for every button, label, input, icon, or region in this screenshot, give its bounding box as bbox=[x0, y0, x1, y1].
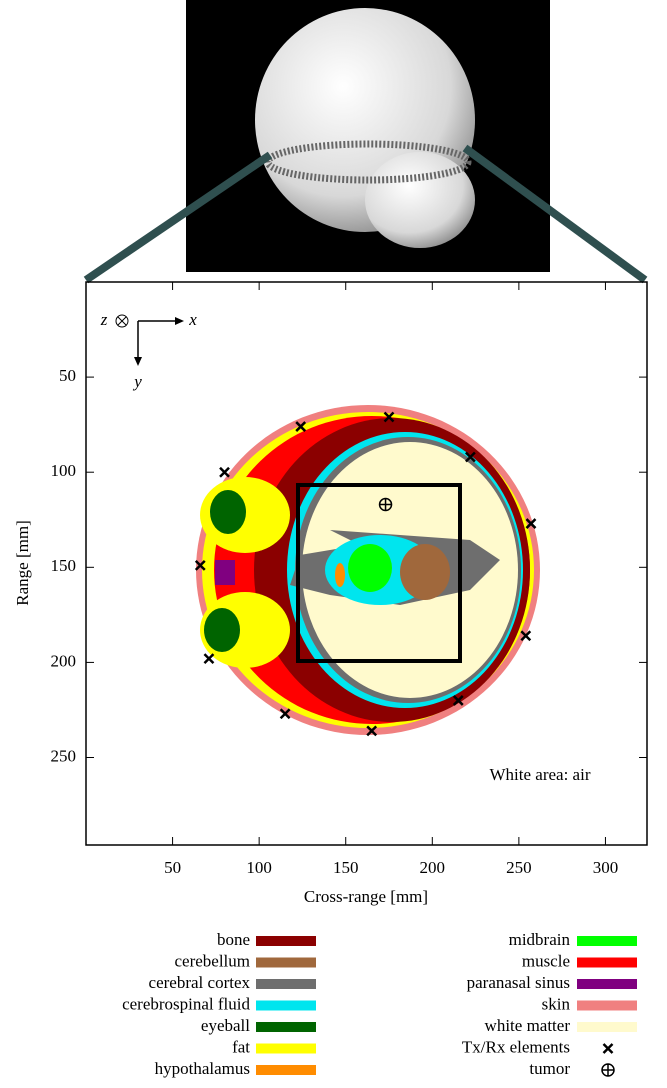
x-tick-label: 50 bbox=[164, 858, 181, 877]
legend-swatch bbox=[577, 958, 637, 968]
legend-swatch bbox=[256, 1065, 316, 1075]
y-axis-label: Range [mm] bbox=[13, 520, 32, 605]
legend-label: hypothalamus bbox=[155, 1059, 250, 1078]
coord-indicator bbox=[116, 315, 184, 366]
annotation: White area: air bbox=[490, 765, 591, 784]
x-tick-label: 100 bbox=[246, 858, 272, 877]
legend-label: muscle bbox=[522, 951, 570, 970]
axis-glyph: x bbox=[188, 310, 197, 329]
legend-label: Tx/Rx elements bbox=[462, 1037, 570, 1056]
legend-label: eyeball bbox=[201, 1016, 250, 1035]
legend-swatch bbox=[256, 936, 316, 946]
y-tick-label: 250 bbox=[51, 746, 77, 765]
tx-rx-element bbox=[204, 654, 213, 663]
legend-swatch bbox=[256, 1001, 316, 1011]
legend-swatch bbox=[577, 1001, 637, 1011]
legend-label: midbrain bbox=[509, 930, 571, 949]
y-tick-label: 200 bbox=[51, 651, 77, 670]
axis-glyph: y bbox=[132, 372, 142, 391]
x-tick-label: 200 bbox=[420, 858, 446, 877]
legend-label: cerebral cortex bbox=[149, 973, 251, 992]
y-tick-label: 100 bbox=[51, 461, 77, 480]
legend-label: fat bbox=[232, 1037, 250, 1056]
x-tick-label: 250 bbox=[506, 858, 532, 877]
axis-glyph: z bbox=[100, 310, 108, 329]
legend-label: bone bbox=[217, 930, 250, 949]
y-tick-label: 150 bbox=[51, 556, 77, 575]
legend-label: cerebrospinal fluid bbox=[122, 994, 250, 1013]
x-tick-label: 150 bbox=[333, 858, 359, 877]
legend-swatch bbox=[577, 979, 637, 989]
tumor-marker bbox=[380, 499, 392, 511]
legend-swatch bbox=[256, 1022, 316, 1032]
tx-rx-element bbox=[220, 468, 229, 477]
x-tick-label: 300 bbox=[593, 858, 619, 877]
legend-swatch bbox=[577, 1022, 637, 1032]
head-render bbox=[186, 0, 550, 272]
legend-marker bbox=[602, 1064, 614, 1076]
legend-label: paranasal sinus bbox=[467, 973, 570, 992]
figure: z x y White area: air Cross-range [mm] R… bbox=[0, 0, 667, 1088]
legend-label: white matter bbox=[485, 1016, 571, 1035]
legend-swatch bbox=[256, 979, 316, 989]
legend-label: cerebellum bbox=[174, 951, 250, 970]
legend-label: tumor bbox=[529, 1059, 570, 1078]
legend-marker bbox=[604, 1044, 613, 1053]
head-section bbox=[196, 405, 540, 735]
legend-swatch bbox=[577, 936, 637, 946]
legend-swatch bbox=[256, 958, 316, 968]
y-tick-label: 50 bbox=[59, 366, 76, 385]
legend-swatch bbox=[256, 1044, 316, 1054]
x-axis-label: Cross-range [mm] bbox=[304, 887, 428, 906]
legend-label: skin bbox=[542, 994, 571, 1013]
